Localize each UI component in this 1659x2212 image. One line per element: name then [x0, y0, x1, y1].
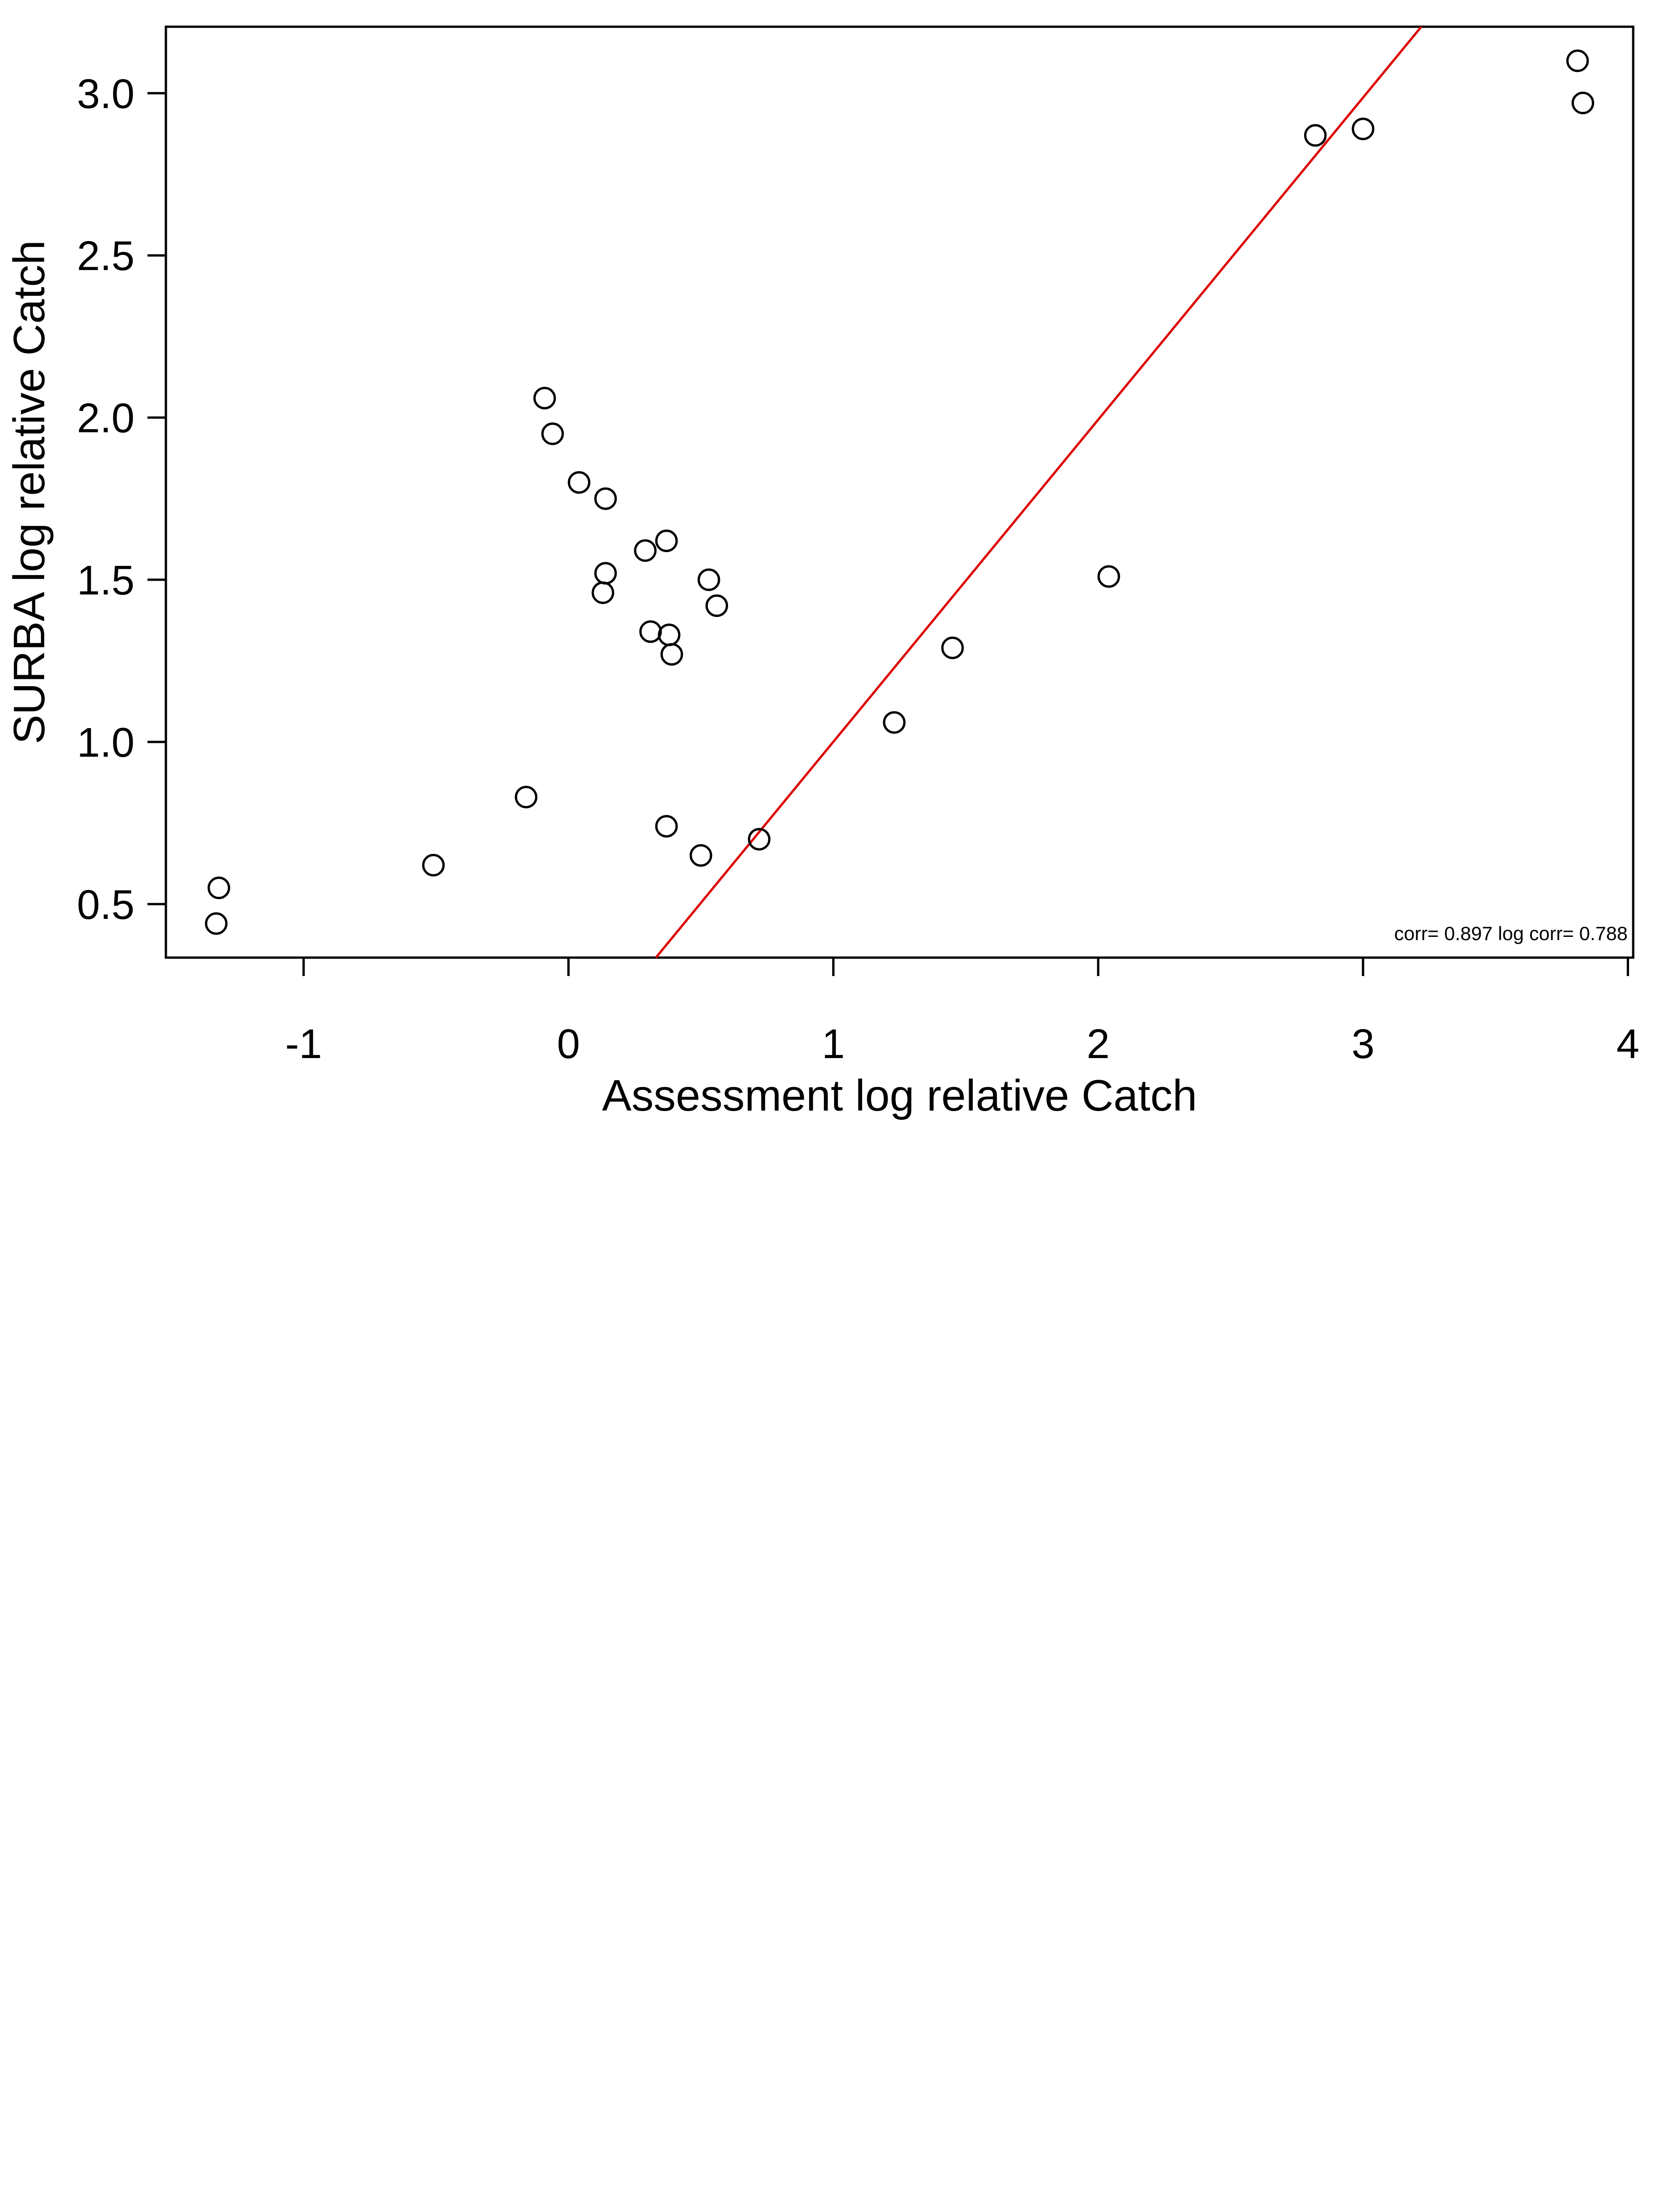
y-tick-label: 1.0	[77, 720, 135, 766]
data-point	[655, 815, 678, 838]
data-point	[658, 624, 681, 647]
y-tick-label: 3.0	[77, 71, 135, 117]
data-point	[533, 387, 556, 410]
data-point	[1352, 118, 1375, 141]
y-axis-label: SURBA log relative Catch	[5, 240, 54, 744]
y-axis: 0.5 1.0 1.5 2.0 2.5 3.0	[77, 71, 167, 928]
data-points	[205, 49, 1594, 935]
y-tick-label: 2.5	[77, 233, 135, 279]
x-tick-label: 3	[1352, 1021, 1375, 1067]
data-point	[594, 487, 617, 510]
x-axis-label: Assessment log relative Catch	[602, 1071, 1197, 1120]
data-point	[205, 912, 228, 935]
x-tick-label: 0	[557, 1021, 580, 1067]
x-tick-label: 4	[1616, 1021, 1639, 1067]
y-tick-label: 2.0	[77, 395, 135, 441]
data-point	[1304, 124, 1327, 147]
data-point	[634, 539, 657, 562]
x-tick-label: 2	[1087, 1021, 1110, 1067]
data-point	[689, 844, 712, 867]
x-tick-label: 1	[822, 1021, 845, 1067]
data-point	[568, 471, 591, 494]
data-point	[660, 643, 683, 666]
plot-area-frame	[165, 25, 1635, 959]
reference-line	[655, 26, 1423, 959]
data-point	[1566, 49, 1589, 72]
y-tick-label: 1.5	[77, 558, 135, 604]
data-point	[639, 620, 662, 643]
data-point	[1097, 565, 1120, 588]
data-point	[705, 594, 728, 617]
x-axis: -1 0 1 2 3 4	[285, 956, 1640, 1067]
data-point	[883, 711, 906, 734]
data-point	[594, 562, 617, 585]
data-point	[747, 828, 771, 851]
data-point	[591, 581, 614, 604]
data-point	[941, 636, 964, 659]
data-point	[655, 529, 678, 553]
data-point	[422, 853, 445, 877]
y-tick-label: 0.5	[77, 882, 135, 928]
data-point	[515, 786, 538, 809]
x-tick-label: -1	[285, 1021, 322, 1067]
data-point	[207, 877, 230, 900]
data-point	[1571, 91, 1594, 114]
data-point	[541, 422, 564, 445]
data-point	[697, 568, 720, 591]
annotation-text: corr= 0.897 log corr= 0.788	[1394, 923, 1628, 944]
